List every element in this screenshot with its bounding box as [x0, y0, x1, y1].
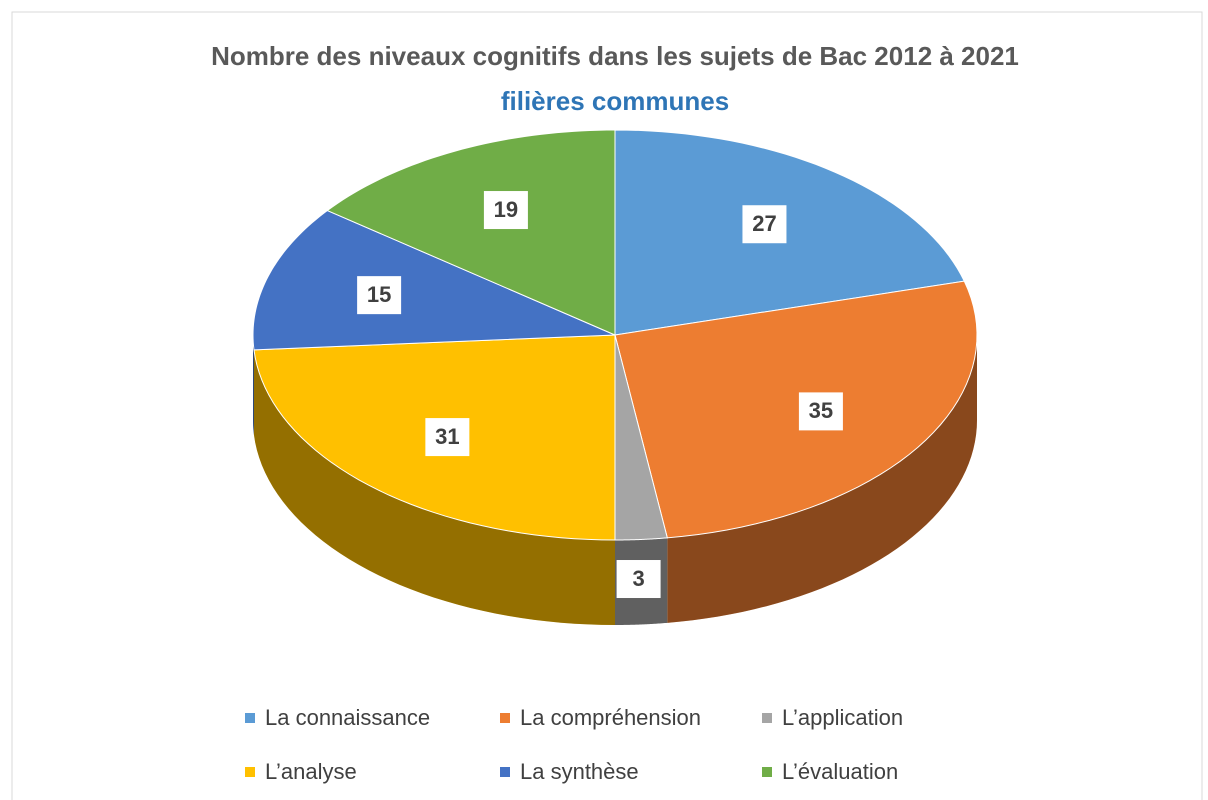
- legend-label: L’analyse: [265, 759, 357, 784]
- data-label-box: [616, 560, 661, 599]
- legend-swatch: [500, 713, 510, 723]
- data-label: 31: [435, 424, 459, 449]
- legend-label: L’évaluation: [782, 759, 898, 784]
- slice-side: [253, 349, 615, 625]
- data-label: 3: [632, 566, 644, 591]
- legend-label: L’application: [782, 705, 903, 730]
- legend-swatch: [245, 767, 255, 777]
- slice-side-shade: [667, 335, 977, 623]
- chart-title: Nombre des niveaux cognitifs dans les su…: [211, 41, 1019, 71]
- chart-subtitle: filières communes: [501, 86, 729, 116]
- slice-side: [253, 335, 254, 435]
- legend-swatch: [762, 767, 772, 777]
- data-label-box: [483, 191, 528, 230]
- slice-side-shade: [253, 349, 615, 625]
- data-label: 27: [752, 211, 776, 236]
- slice: [614, 280, 978, 539]
- legend-swatch: [245, 713, 255, 723]
- data-label-box: [425, 418, 470, 457]
- slice: [614, 129, 966, 336]
- data-label-box: [742, 205, 787, 244]
- data-label: 35: [809, 398, 833, 423]
- slice-side: [667, 335, 977, 623]
- slice: [614, 334, 668, 541]
- legend-swatch: [500, 767, 510, 777]
- data-label-box: [357, 276, 402, 315]
- legend-label: La compréhension: [520, 705, 701, 730]
- legend-swatch: [762, 713, 772, 723]
- data-label: 19: [494, 197, 518, 222]
- data-label-box: [798, 392, 843, 431]
- legend-label: La connaissance: [265, 705, 430, 730]
- slice: [252, 209, 616, 351]
- legend-label: La synthèse: [520, 759, 639, 784]
- data-label: 15: [367, 282, 391, 307]
- slice: [326, 129, 616, 336]
- slice-side-shade: [253, 335, 254, 435]
